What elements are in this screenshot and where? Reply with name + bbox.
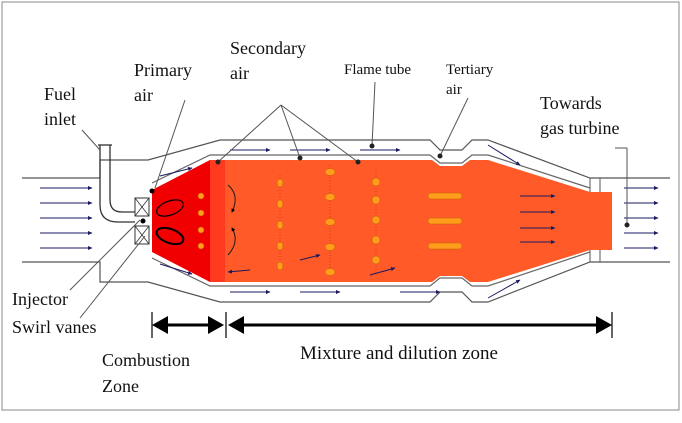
flame-tube-label: Flame tube <box>344 62 411 78</box>
zone-arrows <box>152 316 612 334</box>
fuel-inlet-pipe <box>98 145 135 222</box>
flame-transition <box>210 160 225 282</box>
swirl-vanes-label: Swirl vanes <box>12 317 97 337</box>
secondary-air-label-1: Secondary <box>230 38 306 58</box>
primary-air-label-1: Primary <box>134 60 192 80</box>
fuel-inlet-label-1: Fuel <box>44 84 76 104</box>
injector-label: Injector <box>12 289 68 309</box>
combustion-zone-label-2: Zone <box>102 376 139 396</box>
combustion-zone-label-1: Combustion <box>102 350 190 370</box>
mixture-zone-label: Mixture and dilution zone <box>300 343 498 364</box>
secondary-air-label-2: air <box>230 63 249 83</box>
main-flame-zone <box>210 160 612 282</box>
injector-assembly <box>135 189 155 245</box>
tertiary-air-label-1: Tertiary <box>446 62 494 78</box>
primary-air-label-2: air <box>134 85 153 105</box>
towards-turbine-label-1: Towards <box>540 93 602 113</box>
towards-turbine-label-2: gas turbine <box>540 118 619 138</box>
tertiary-air-label-2: air <box>446 82 462 98</box>
fuel-inlet-label-2: inlet <box>44 109 76 129</box>
